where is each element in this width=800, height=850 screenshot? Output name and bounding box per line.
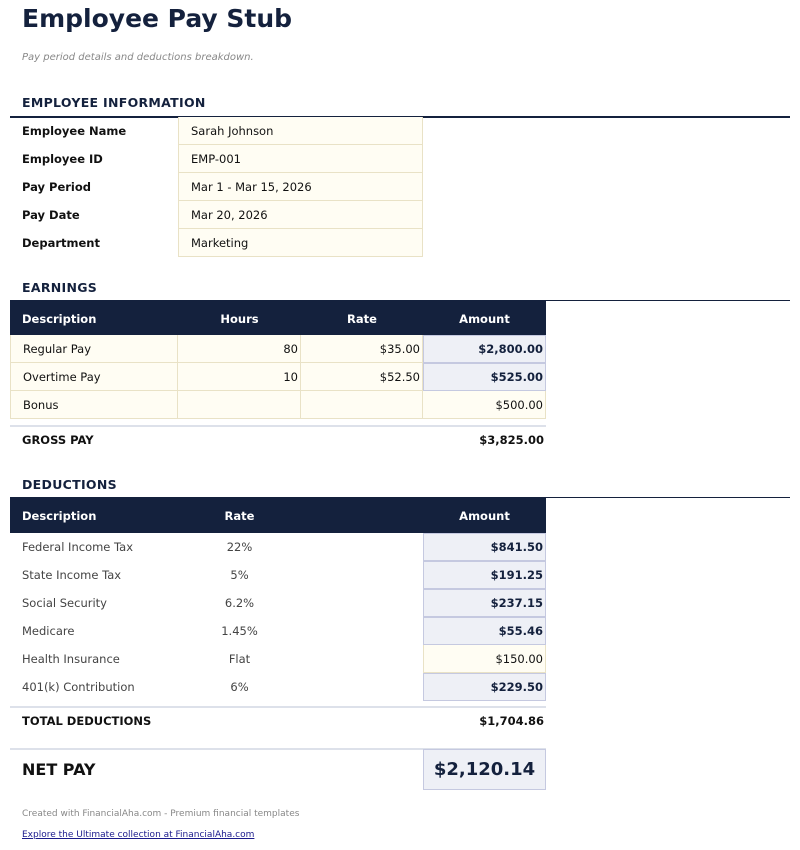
earning-description[interactable]: Regular Pay	[10, 335, 178, 363]
field-value[interactable]: Mar 1 - Mar 15, 2026	[178, 173, 423, 201]
footer-link[interactable]: Explore the Ultimate collection at Finan…	[22, 830, 255, 840]
deduction-amount[interactable]: $150.00	[423, 645, 546, 673]
employee-info-row: Pay Date Mar 20, 2026	[10, 201, 423, 229]
earning-hours[interactable]	[178, 391, 301, 419]
deductions-heading: DEDUCTIONS	[22, 477, 117, 492]
earnings-header: Description Hours Rate Amount	[10, 301, 546, 336]
employee-info-heading: EMPLOYEE INFORMATION	[22, 95, 206, 110]
field-label: Employee Name	[22, 124, 127, 138]
deduction-row: Health Insurance Flat $150.00	[10, 645, 546, 673]
deduction-description: 401(k) Contribution	[22, 680, 135, 694]
deduction-rate: 1.45%	[221, 624, 258, 638]
employee-info-row: Department Marketing	[10, 229, 423, 257]
total-deductions-row: TOTAL DEDUCTIONS $1,704.86	[22, 714, 544, 728]
field-value[interactable]: Marketing	[178, 229, 423, 257]
divider	[10, 425, 546, 427]
employee-info-row: Employee ID EMP-001	[10, 145, 423, 173]
field-label: Pay Date	[22, 208, 80, 222]
total-deductions-label: TOTAL DEDUCTIONS	[22, 714, 152, 728]
field-value[interactable]: Mar 20, 2026	[178, 201, 423, 229]
divider	[10, 300, 790, 301]
earning-amount[interactable]: $500.00	[423, 391, 546, 419]
deduction-rate: Flat	[228, 652, 251, 666]
earnings-heading: EARNINGS	[22, 280, 98, 295]
deduction-row: State Income Tax 5% $191.25	[10, 561, 546, 589]
footer-credit: Created with FinancialAha.com - Premium …	[22, 809, 300, 819]
earning-hours[interactable]: 10	[178, 363, 301, 391]
earning-amount: $525.00	[423, 363, 546, 391]
gross-pay-value: $3,825.00	[479, 433, 544, 447]
divider	[10, 748, 546, 750]
field-label: Pay Period	[22, 180, 91, 194]
deduction-rate: 22%	[226, 540, 253, 554]
divider	[10, 706, 546, 708]
gross-pay-label: GROSS PAY	[22, 433, 94, 447]
deduction-description: Social Security	[22, 596, 107, 610]
earning-description[interactable]: Bonus	[10, 391, 178, 419]
deduction-row: Social Security 6.2% $237.15	[10, 589, 546, 617]
net-pay-value: $2,120.14	[423, 749, 546, 790]
employee-info-row: Employee Name Sarah Johnson	[10, 117, 423, 145]
earning-rate[interactable]	[301, 391, 423, 419]
deduction-row: 401(k) Contribution 6% $229.50	[10, 673, 546, 701]
deduction-description: Health Insurance	[22, 652, 120, 666]
deduction-amount: $841.50	[423, 533, 546, 561]
earnings-row: Regular Pay 80 $35.00 $2,800.00	[10, 335, 546, 363]
deduction-rate: 5%	[230, 568, 249, 582]
deduction-rate: 6%	[230, 680, 249, 694]
employee-info-row: Pay Period Mar 1 - Mar 15, 2026	[10, 173, 423, 201]
deduction-row: Federal Income Tax 22% $841.50	[10, 533, 546, 561]
field-value[interactable]: EMP-001	[178, 145, 423, 173]
col-amount: Amount	[459, 311, 510, 326]
deduction-description: Medicare	[22, 624, 75, 638]
field-label: Employee ID	[22, 152, 103, 166]
earning-rate[interactable]: $35.00	[301, 335, 423, 363]
deduction-amount: $55.46	[423, 617, 546, 645]
col-description: Description	[22, 508, 97, 523]
earning-description[interactable]: Overtime Pay	[10, 363, 178, 391]
earning-hours[interactable]: 80	[178, 335, 301, 363]
gross-pay-row: GROSS PAY $3,825.00	[22, 433, 544, 447]
total-deductions-value: $1,704.86	[479, 714, 544, 728]
col-hours: Hours	[220, 311, 259, 326]
divider	[10, 497, 790, 498]
deductions-header: Description Rate Amount	[10, 498, 546, 533]
col-description: Description	[22, 311, 97, 326]
col-rate: Rate	[347, 311, 377, 326]
earnings-row: Bonus $500.00	[10, 391, 546, 419]
col-rate: Rate	[224, 508, 255, 523]
field-value[interactable]: Sarah Johnson	[178, 117, 423, 145]
deduction-amount: $191.25	[423, 561, 546, 589]
earnings-row: Overtime Pay 10 $52.50 $525.00	[10, 363, 546, 391]
page-title: Employee Pay Stub	[22, 4, 293, 33]
earning-amount: $2,800.00	[423, 335, 546, 363]
deduction-description: Federal Income Tax	[22, 540, 134, 554]
field-label: Department	[22, 236, 100, 250]
net-pay-label: NET PAY	[22, 760, 96, 779]
page-subtitle: Pay period details and deductions breakd…	[22, 52, 254, 63]
deduction-rate: 6.2%	[224, 596, 255, 610]
deduction-amount: $237.15	[423, 589, 546, 617]
earning-rate[interactable]: $52.50	[301, 363, 423, 391]
deduction-description: State Income Tax	[22, 568, 122, 582]
deduction-row: Medicare 1.45% $55.46	[10, 617, 546, 645]
col-amount: Amount	[459, 508, 510, 523]
deduction-amount: $229.50	[423, 673, 546, 701]
